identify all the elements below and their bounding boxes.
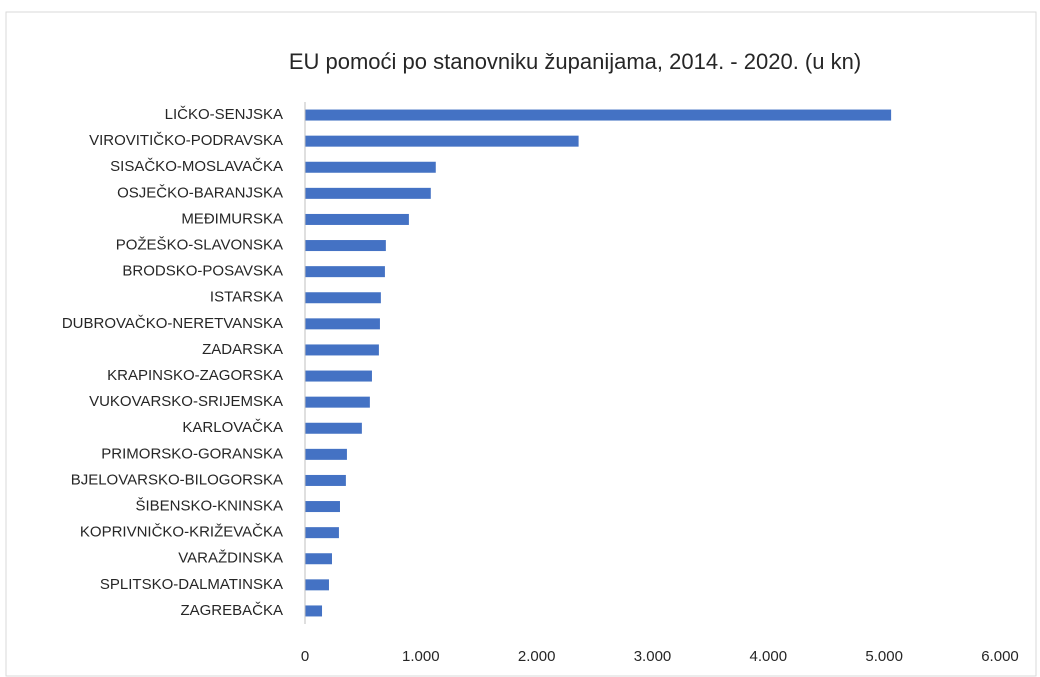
chart-frame: [5, 11, 1037, 677]
bar: [305, 370, 372, 382]
y-tick-label: KARLOVAČKA: [182, 419, 283, 436]
y-tick-label: ZADARSKA: [202, 341, 283, 358]
y-tick-label: ISTARSKA: [210, 289, 283, 306]
y-tick-label: POŽEŠKO-SLAVONSKA: [116, 237, 283, 254]
bar: [305, 135, 579, 147]
x-tick-label: 1.000: [402, 648, 440, 665]
bar: [305, 292, 381, 304]
y-tick-label: PRIMORSKO-GORANSKA: [101, 445, 283, 462]
y-tick-label: KRAPINSKO-ZAGORSKA: [107, 367, 283, 384]
x-tick-label: 6.000: [981, 648, 1019, 665]
y-tick-label: BJELOVARSKO-BILOGORSKA: [71, 471, 283, 488]
x-tick-label: 4.000: [750, 648, 788, 665]
bar: [305, 448, 347, 460]
bar: [305, 213, 409, 225]
y-tick-label: ŠIBENSKO-KNINSKA: [135, 498, 283, 515]
y-tick-label: SPLITSKO-DALMATINSKA: [100, 576, 283, 593]
y-tick-label: BRODSKO-POSAVSKA: [122, 263, 283, 280]
x-tick-label: 2.000: [518, 648, 556, 665]
bar: [305, 109, 892, 121]
bar: [305, 527, 339, 539]
y-tick-label: VUKOVARSKO-SRIJEMSKA: [89, 393, 283, 410]
y-tick-label: VIROVITIČKO-PODRAVSKA: [89, 132, 283, 149]
chart-title: EU pomoći po stanovniku županijama, 2014…: [289, 49, 861, 74]
y-tick-label: KOPRIVNIČKO-KRIŽEVAČKA: [80, 524, 283, 541]
y-tick-label: DUBROVAČKO-NERETVANSKA: [62, 315, 283, 332]
bar: [305, 396, 370, 408]
bar: [305, 605, 323, 617]
bar: [305, 579, 329, 591]
y-tick-label: OSJEČKO-BARANJSKA: [117, 184, 283, 201]
bar: [305, 240, 386, 252]
bar: [305, 266, 385, 278]
y-tick-label: ZAGREBAČKA: [180, 602, 283, 619]
y-tick-label: MEĐIMURSKA: [181, 210, 283, 227]
bar: [305, 422, 362, 434]
bar: [305, 501, 340, 513]
bar: [305, 474, 346, 486]
x-tick-label: 5.000: [865, 648, 903, 665]
bar: [305, 344, 379, 356]
x-tick-label: 0: [301, 648, 309, 665]
x-tick-label: 3.000: [634, 648, 672, 665]
bar: [305, 553, 332, 565]
bar: [305, 318, 380, 330]
bar: [305, 161, 436, 173]
bar: [305, 187, 431, 199]
y-tick-label: LIČKO-SENJSKA: [165, 106, 283, 123]
y-tick-label: SISAČKO-MOSLAVAČKA: [110, 158, 283, 175]
y-tick-label: VARAŽDINSKA: [178, 550, 283, 567]
